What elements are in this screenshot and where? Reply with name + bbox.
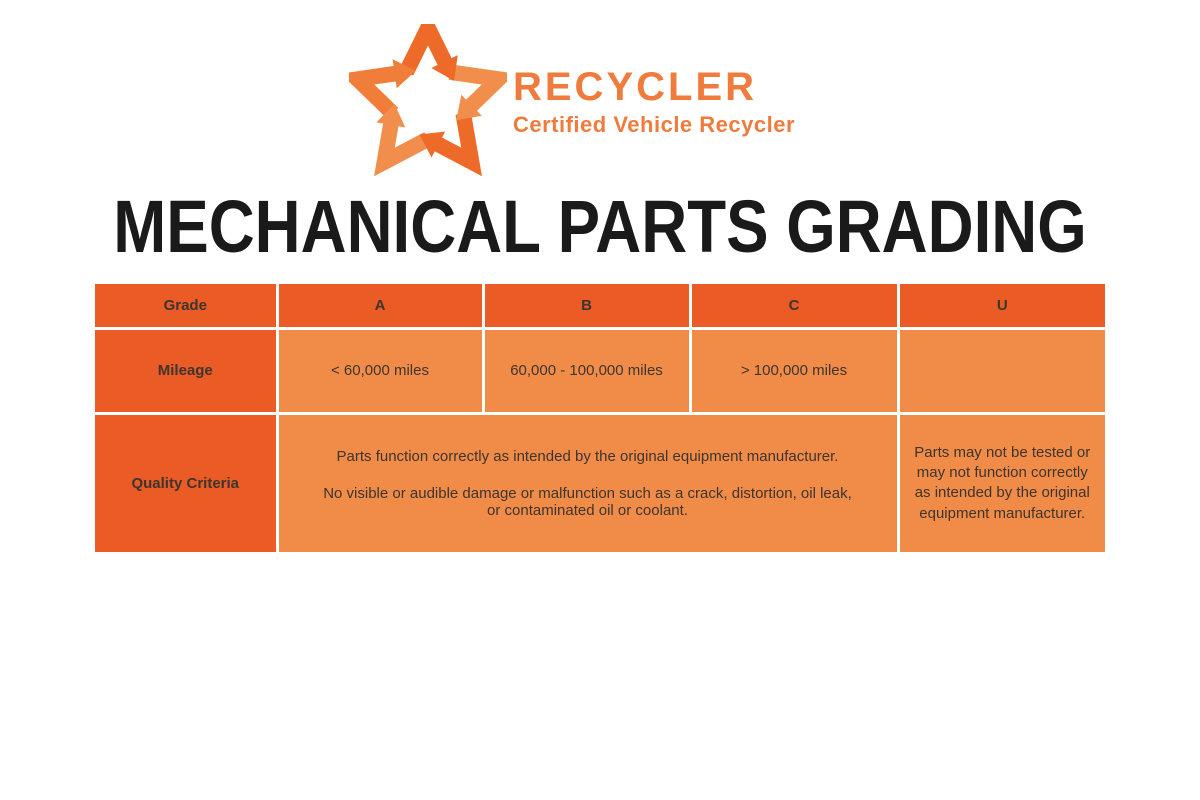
header-grade-c: C (688, 284, 900, 330)
quality-criteria-row: Quality Criteria Parts function correctl… (95, 411, 1105, 552)
mileage-a-cell: < 60,000 miles (275, 326, 485, 415)
quality-u-cell: Parts may not be tested or may not funct… (896, 411, 1105, 552)
quality-abc-paragraph-2: No visible or audible damage or malfunct… (323, 484, 852, 519)
mileage-u-cell (896, 326, 1105, 415)
header-grade: Grade (95, 284, 279, 330)
header-grade-u: U (896, 284, 1105, 330)
mileage-label: Mileage (95, 326, 279, 415)
mileage-c-cell: > 100,000 miles (688, 326, 900, 415)
logo: RECYCLER Certified Vehicle Recycler (0, 0, 1172, 180)
header-grade-a: A (275, 284, 485, 330)
mileage-row: Mileage < 60,000 miles 60,000 - 100,000 … (95, 326, 1105, 415)
mileage-b-cell: 60,000 - 100,000 miles (481, 326, 692, 415)
header-row: Grade A B C U (95, 284, 1105, 330)
recycle-star-icon (348, 24, 507, 177)
quality-abc-cell: Parts function correctly as intended by … (275, 411, 900, 552)
header-grade-b: B (481, 284, 692, 330)
quality-abc-paragraph-1: Parts function correctly as intended by … (336, 447, 839, 465)
grading-table: Grade A B C U Mileage < 60,000 miles 60,… (95, 284, 1105, 552)
quality-label: Quality Criteria (95, 411, 279, 552)
logo-text: RECYCLER Certified Vehicle Recycler (513, 66, 795, 138)
brand-name: RECYCLER (512, 65, 758, 109)
brand-tagline: Certified Vehicle Recycler (512, 112, 796, 137)
page-title: MECHANICAL PARTS GRADING (113, 185, 1087, 268)
